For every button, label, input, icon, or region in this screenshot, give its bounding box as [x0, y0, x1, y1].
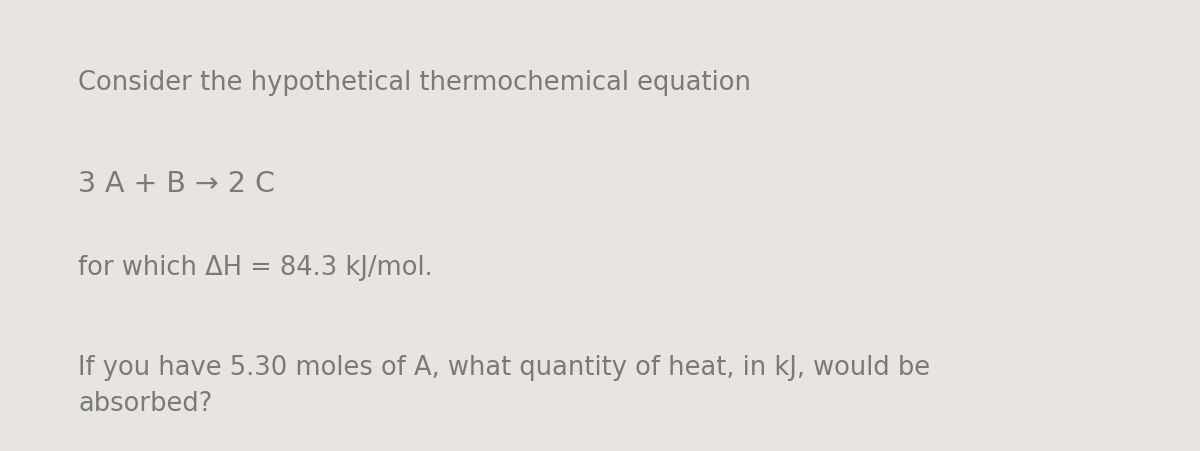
Text: If you have 5.30 moles of A, what quantity of heat, in kJ, would be
absorbed?: If you have 5.30 moles of A, what quanti…	[78, 354, 930, 416]
Text: for which ΔH = 84.3 kJ/mol.: for which ΔH = 84.3 kJ/mol.	[78, 255, 433, 281]
Text: 3 A + B → 2 C: 3 A + B → 2 C	[78, 169, 275, 197]
Text: Consider the hypothetical thermochemical equation: Consider the hypothetical thermochemical…	[78, 70, 751, 96]
